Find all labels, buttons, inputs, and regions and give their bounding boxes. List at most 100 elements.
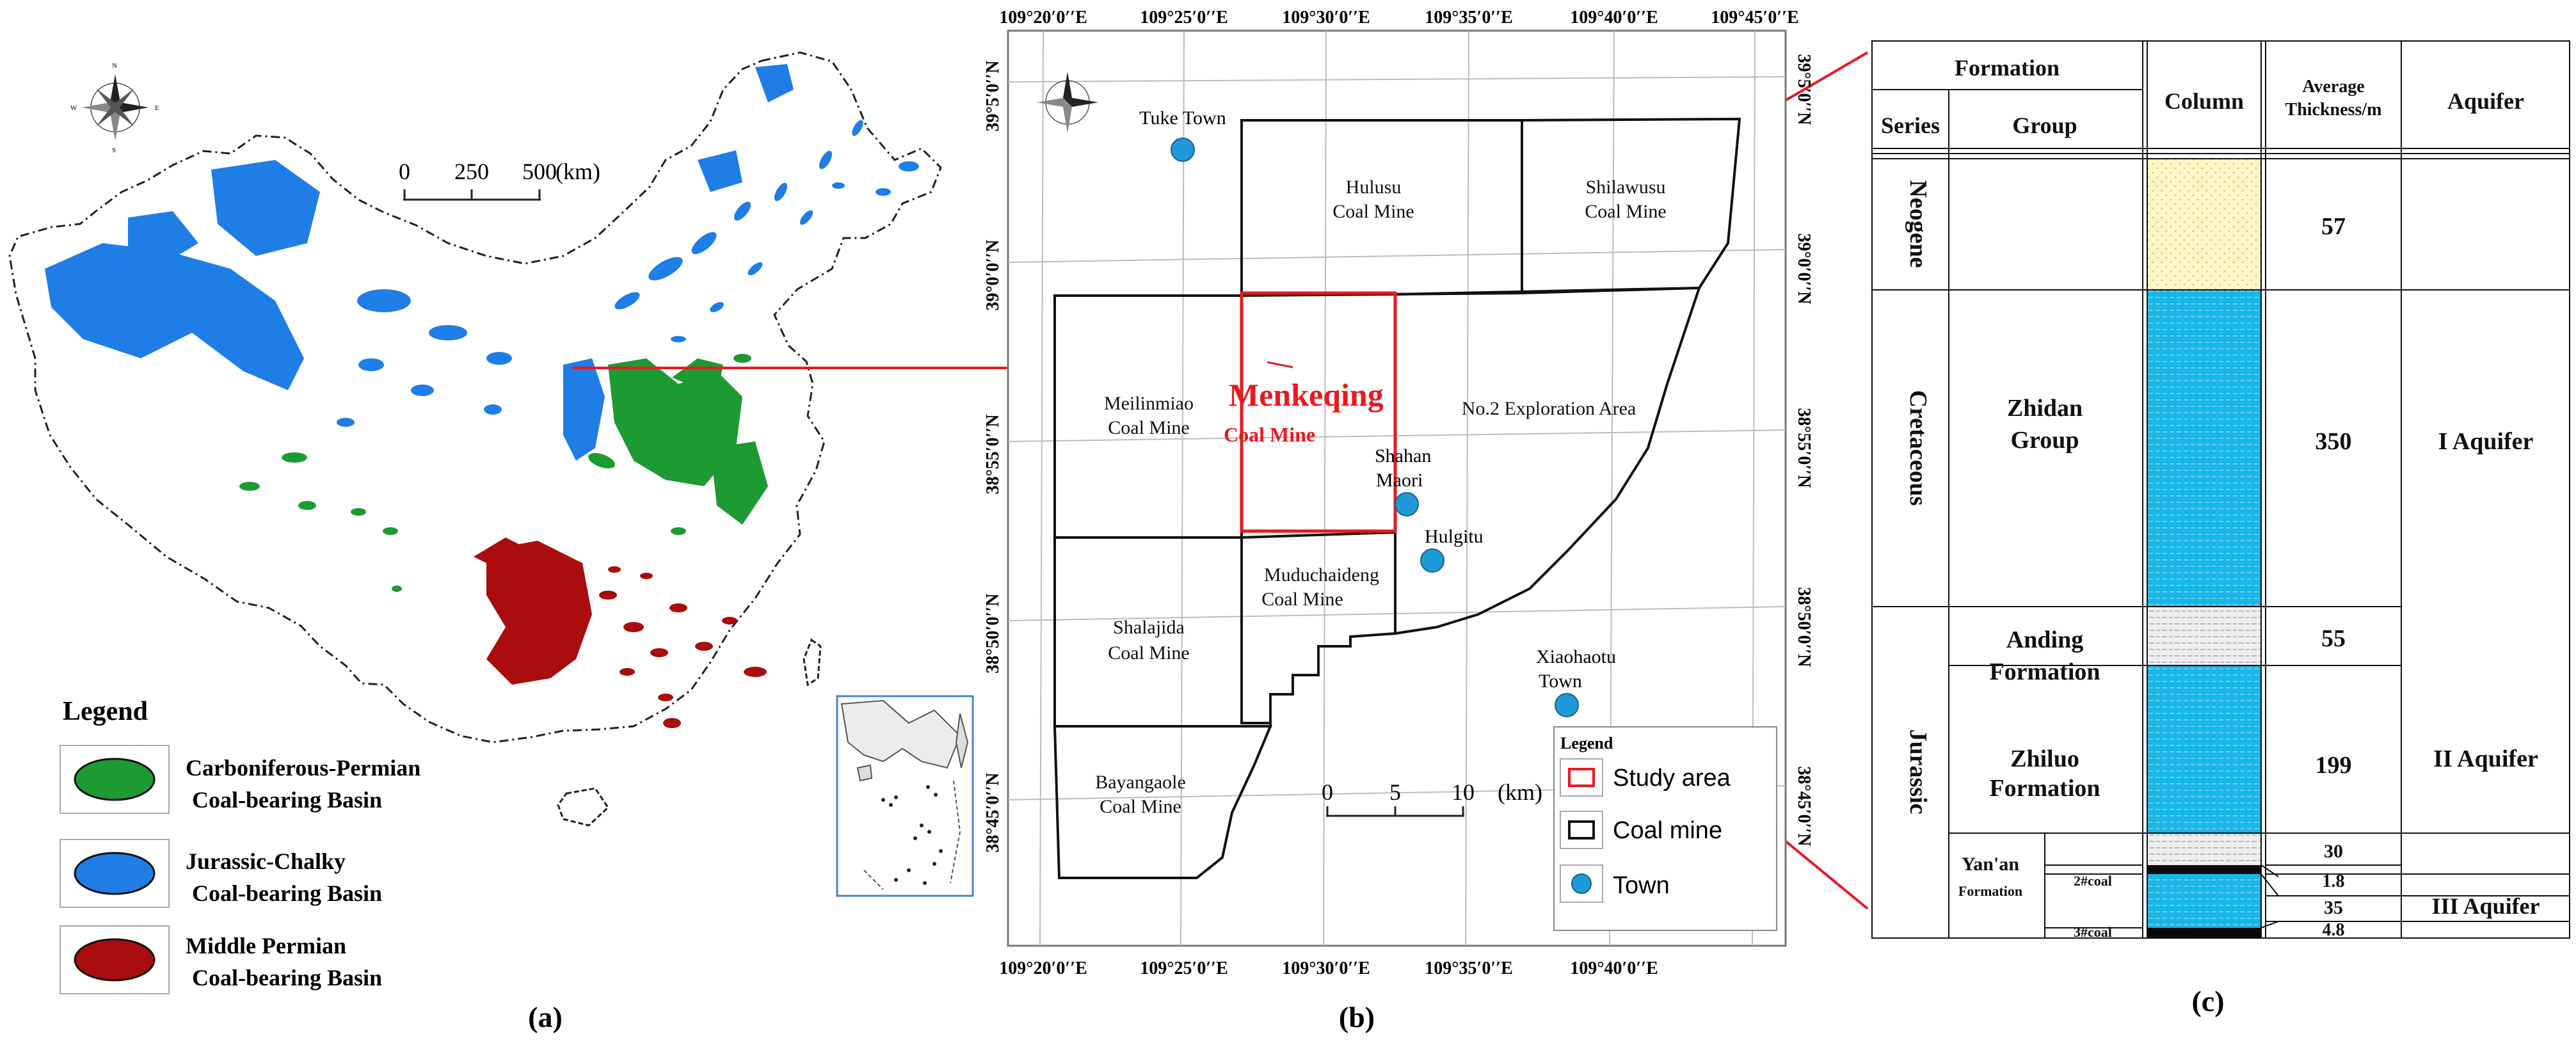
- panel-label-a: (a): [528, 1001, 563, 1033]
- svg-text:109°30′0′′E: 109°30′0′′E: [1282, 959, 1370, 978]
- layer-3-coal: [2147, 928, 2261, 938]
- legend-b: Legend Study area Coal mine Town: [1553, 726, 1777, 931]
- town-tuke: [1171, 138, 1195, 162]
- group-anding-1: Anding: [2006, 626, 2083, 653]
- group-zhidan-2: Group: [2010, 427, 2079, 454]
- layer-neogene: [2147, 159, 2261, 290]
- layer-zhidan: [2147, 290, 2261, 607]
- mine-bayangaole: [1053, 725, 1272, 879]
- town-xiaohaotu: [1555, 693, 1579, 717]
- aquifer-1: I Aquifer: [2438, 428, 2534, 455]
- layer-2-coal: [2147, 865, 2261, 874]
- label-xiaohaotu-2: Town: [1539, 671, 1582, 692]
- series-cretaceous: Cretaceous: [1905, 390, 1932, 506]
- scale-a-tick-0: 0: [399, 159, 410, 184]
- lon-ticks-top: 109°20′0′′E 109°25′0′′E 109°30′0′′E 109°…: [999, 8, 1799, 28]
- thk-57: 57: [2321, 213, 2346, 240]
- south-china-sea-inset: [836, 695, 974, 897]
- svg-text:(km): (km): [1498, 779, 1542, 805]
- scale-bar-b: 0 5 10 (km): [1322, 779, 1542, 817]
- svg-text:Legend: Legend: [1560, 734, 1613, 752]
- towns: Tuke Town Shahan Maori Hulgitu Xiaohaotu…: [1139, 107, 1616, 717]
- hdr-group: Group: [2012, 113, 2077, 138]
- svg-text:38°55′0′′N: 38°55′0′′N: [1794, 408, 1814, 488]
- label-hulusu-1: Hulusu: [1346, 177, 1402, 198]
- label-shalajida-1: Shalajida: [1113, 617, 1185, 638]
- group-zhiluo-2: Formation: [1989, 775, 2100, 802]
- group-zhiluo-1: Zhiluo: [2010, 745, 2079, 772]
- svg-text:109°25′0′′E: 109°25′0′′E: [1140, 959, 1228, 978]
- study-area-boundary: [1240, 291, 1397, 533]
- legend-b-coal-mine: Coal mine: [1613, 817, 1722, 844]
- svg-text:0: 0: [1322, 779, 1333, 805]
- legend-b-study-area: Study area: [1613, 765, 1731, 792]
- hdr-formation: Formation: [1955, 55, 2060, 81]
- scale-a-unit: (km): [556, 159, 600, 184]
- svg-text:5: 5: [1389, 779, 1401, 805]
- layer-35: [2147, 874, 2261, 928]
- thk-4-8: 4.8: [2323, 920, 2345, 940]
- compass-e: E: [155, 104, 159, 112]
- label-hulusu-2: Coal Mine: [1332, 201, 1414, 222]
- label-muduchaideng-1: Muduchaideng: [1264, 564, 1379, 585]
- compass-rose-a: [82, 74, 148, 141]
- middle-permian-basins: [474, 537, 767, 728]
- svg-text:109°45′0′′E: 109°45′0′′E: [1711, 8, 1799, 28]
- legend-a-item-jurassic: Jurassic-Chalky Coal-bearing Basin: [60, 839, 382, 908]
- svg-text:109°40′0′′E: 109°40′0′′E: [1570, 8, 1658, 28]
- hdr-thickness: Thickness/m: [2285, 100, 2382, 120]
- legend-a: Legend Carboniferous-Permian Coal-bearin…: [60, 697, 420, 994]
- layer-anding: [2147, 607, 2261, 665]
- series-jurassic: Jurassic: [1905, 729, 1932, 815]
- coal-mine-boundaries: [1053, 117, 1741, 879]
- svg-text:Coal-bearing Basin: Coal-bearing Basin: [192, 787, 382, 813]
- svg-text:38°55′0′′N: 38°55′0′′N: [983, 414, 1003, 494]
- scale-bar-a: 0 250 500 (km): [399, 159, 600, 201]
- label-shilawusu-1: Shilawusu: [1585, 177, 1665, 198]
- svg-text:109°20′0′′E: 109°20′0′′E: [999, 959, 1087, 978]
- lat-ticks-left: 39°5′0′′N 39°0′0′′N 38°55′0′′N 38°50′0′′…: [983, 60, 1003, 852]
- label-xiaohaotu-1: Xiaohaotu: [1536, 646, 1616, 667]
- lon-ticks-bottom: 109°20′0′′E 109°25′0′′E 109°30′0′′E 109°…: [999, 959, 1658, 978]
- thk-55: 55: [2321, 625, 2346, 652]
- group-anding-2: Formation: [1989, 658, 2100, 685]
- label-bayangaole-1: Bayangaole: [1095, 772, 1186, 793]
- legend-a-item-carboniferous: Carboniferous-Permian Coal-bearing Basin: [60, 745, 420, 814]
- hdr-average: Average: [2302, 77, 2364, 97]
- compass-n: N: [112, 62, 117, 70]
- svg-text:39°5′0′′N: 39°5′0′′N: [1794, 54, 1814, 125]
- label-muduchaideng-2: Coal Mine: [1261, 589, 1343, 610]
- label-shahan: Shahan: [1375, 445, 1431, 466]
- thk-1-8: 1.8: [2323, 872, 2345, 891]
- label-maori: Maori: [1376, 470, 1423, 491]
- svg-text:38°45′0′′N: 38°45′0′′N: [983, 772, 1003, 852]
- label-tuke: Tuke Town: [1139, 107, 1226, 129]
- thk-30: 30: [2324, 841, 2343, 862]
- svg-text:39°5′0′′N: 39°5′0′′N: [983, 60, 1003, 131]
- layer-zhiluo: [2147, 665, 2261, 833]
- group-zhidan-1: Zhidan: [2007, 395, 2083, 422]
- legend-b-town: Town: [1613, 872, 1670, 899]
- label-menkeqing: Menkeqing: [1229, 377, 1384, 413]
- hdr-column: Column: [2164, 88, 2244, 114]
- mine-no2-exploration: [1394, 286, 1701, 635]
- hdr-series: Series: [1881, 113, 1940, 138]
- town-shahan-maori: [1395, 492, 1419, 516]
- thk-35: 35: [2324, 897, 2343, 918]
- svg-text:10: 10: [1452, 779, 1475, 805]
- aquifer-3: III Aquifer: [2431, 893, 2540, 919]
- label-meilinmiao-2: Coal Mine: [1108, 417, 1190, 438]
- label-shilawusu-2: Coal Mine: [1585, 201, 1667, 222]
- group-yanan-2: Formation: [1958, 883, 2022, 899]
- svg-text:Coal-bearing Basin: Coal-bearing Basin: [192, 880, 382, 906]
- legend-a-title: Legend: [63, 697, 148, 726]
- thk-199: 199: [2316, 752, 2352, 779]
- legend-a-item-middle-permian: Middle Permian Coal-bearing Basin: [60, 925, 382, 994]
- svg-text:Coal-bearing Basin: Coal-bearing Basin: [192, 965, 382, 991]
- group-yanan-1: Yan'an: [1962, 854, 2019, 875]
- label-menkeqing-coal-mine: Coal Mine: [1224, 423, 1315, 446]
- strat-table-grid: [1871, 40, 2570, 939]
- svg-text:38°50′0′′N: 38°50′0′′N: [983, 593, 1003, 673]
- hdr-aquifer: Aquifer: [2447, 88, 2524, 114]
- jurassic-basins: [45, 64, 919, 461]
